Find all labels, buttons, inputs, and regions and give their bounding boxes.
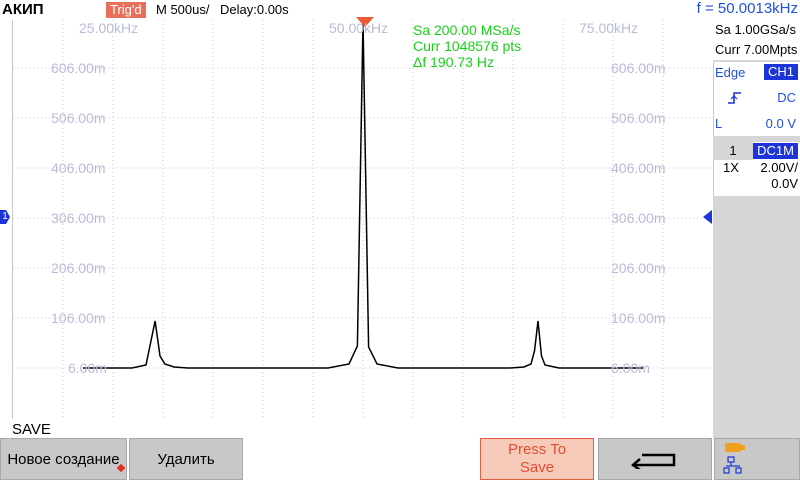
channel-scale-row: 1X 2.00V/ — [713, 160, 800, 176]
level-label: L — [715, 116, 723, 131]
waveform-display[interactable]: 25.00kHz 50.00kHz 75.00kHz 606.00m 506.0… — [12, 17, 714, 419]
storage-status[interactable] — [714, 438, 800, 480]
y-tick-label: 306.00m — [51, 210, 106, 226]
delete-label: Удалить — [157, 450, 215, 468]
channel-offset: 0.0V — [771, 176, 798, 191]
y-tick-label: 406.00m — [51, 160, 106, 176]
delete-button[interactable]: Удалить — [129, 438, 243, 480]
delta-f-measure: Δf 190.73 Hz — [413, 54, 494, 70]
y-tick-label: 606.00m — [51, 60, 106, 76]
press-to-save-button[interactable]: Press To Save — [480, 438, 594, 480]
acq-memory-depth: Curr 7.00Mpts — [713, 40, 800, 60]
trigger-status-badge: Trig'd — [106, 2, 146, 18]
trigger-coupling: DC — [777, 90, 796, 105]
back-button[interactable] — [598, 438, 712, 480]
side-panel: Sa 1.00GSa/s Curr 7.00Mpts Edge CH1 DC L… — [713, 20, 800, 192]
trigger-type: Edge — [715, 65, 746, 80]
level-value: 0.0 V — [765, 116, 796, 131]
volts-per-div: 2.00V/ — [760, 160, 798, 175]
y-tick-label: 106.00m — [51, 310, 106, 326]
current-points-measure: Curr 1048576 pts — [413, 38, 522, 54]
y-tick-label-right: 6.00m — [611, 360, 650, 376]
x-tick-label: 50.00kHz — [329, 20, 389, 36]
usb-network-icon — [723, 443, 745, 474]
trigger-slope-row: DC — [713, 84, 800, 112]
top-status-bar: АКИП Trig'd M 500us/ Delay:0.00s f = 50.… — [0, 0, 800, 20]
brand-logo: АКИП — [2, 1, 44, 18]
probe-ratio: 1X — [723, 160, 739, 175]
trigger-source-badge[interactable]: CH1 — [763, 64, 798, 80]
submenu-indicator-icon — [116, 463, 126, 473]
trigger-position-marker[interactable] — [356, 17, 374, 27]
rising-edge-icon — [728, 92, 741, 104]
new-create-label: Новое создание — [7, 450, 120, 468]
menu-title: SAVE — [12, 421, 51, 438]
y-tick-label: 6.00m — [68, 360, 107, 376]
trigger-level-marker[interactable] — [703, 210, 712, 224]
channel-offset-row: 0.0V — [713, 176, 800, 192]
delay-readout[interactable]: Delay:0.00s — [220, 2, 289, 17]
y-tick-label-right: 206.00m — [611, 260, 666, 276]
y-tick-label-right: 606.00m — [611, 60, 666, 76]
trigger-level-row: L 0.0 V — [713, 112, 800, 136]
y-tick-label: 506.00m — [51, 110, 106, 126]
x-tick-label: 25.00kHz — [79, 20, 139, 36]
y-tick-label-right: 306.00m — [611, 210, 666, 226]
new-create-button[interactable]: Новое создание — [0, 438, 127, 480]
press-to-save-label: Press To Save — [507, 441, 567, 476]
y-tick-label-right: 406.00m — [611, 160, 666, 176]
channel-header-row[interactable]: 1 DC1M — [713, 142, 800, 160]
y-tick-label: 206.00m — [51, 260, 106, 276]
timebase-readout[interactable]: M 500us/ — [156, 2, 210, 17]
graticule — [13, 20, 713, 419]
frequency-counter: f = 50.0013kHz — [696, 0, 798, 17]
y-tick-label-right: 106.00m — [611, 310, 666, 326]
channel-number: 1 — [713, 142, 753, 160]
sample-rate-measure: Sa 200.00 MSa/s — [413, 22, 521, 38]
x-tick-label: 75.00kHz — [579, 20, 639, 36]
acq-sample-rate: Sa 1.00GSa/s — [713, 20, 800, 40]
fft-trace — [83, 20, 643, 369]
y-tick-label-right: 506.00m — [611, 110, 666, 126]
return-arrow-icon — [630, 453, 676, 469]
channel-coupling-badge[interactable]: DC1M — [753, 143, 798, 159]
trigger-panel[interactable]: Edge CH1 — [713, 62, 800, 84]
side-panel-empty — [713, 196, 800, 438]
channel1-ground-marker[interactable]: 1 — [0, 210, 10, 224]
